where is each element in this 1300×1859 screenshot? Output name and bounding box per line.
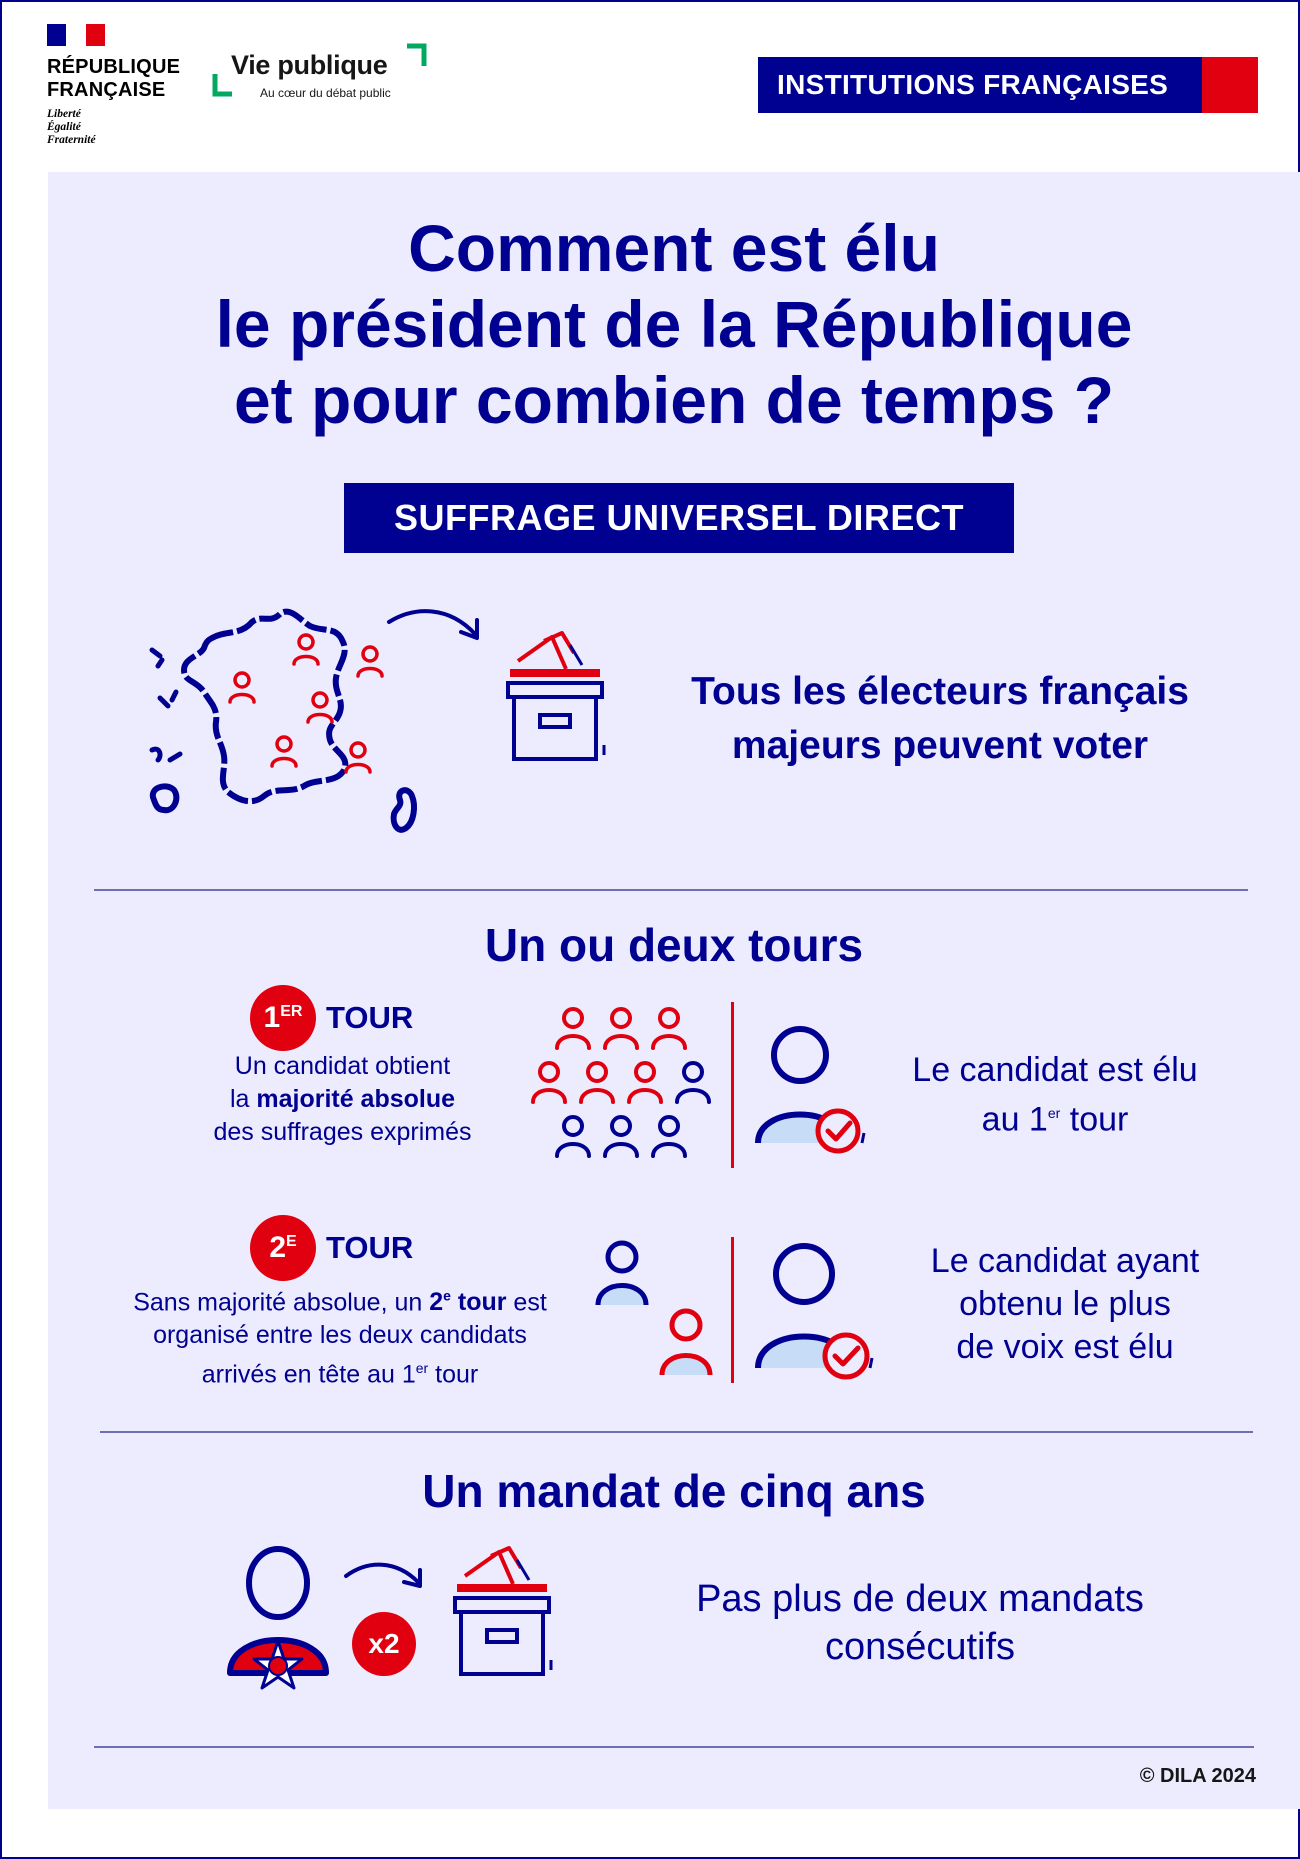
person-check-icon-2: [755, 1243, 874, 1380]
divider-1: [94, 889, 1248, 891]
first-tour-heading: 1 ER TOUR: [250, 985, 413, 1051]
vie-publique-logo: Vie publique Au cœur du débat public: [212, 43, 432, 104]
vp-tagline: Au cœur du débat public: [260, 86, 391, 100]
second-tour-separator: [731, 1237, 734, 1383]
republique-francaise-logo: RÉPUBLIQUE FRANÇAISE Liberté Égalité Fra…: [47, 24, 187, 147]
copyright: © DILA 2024: [1139, 1765, 1256, 1787]
voters-line2: majeurs peuvent voter: [731, 724, 1149, 767]
ballot-box-icon-2: [453, 1546, 553, 1676]
suffrage-banner: SUFFRAGE UNIVERSEL DIRECT: [344, 483, 1014, 553]
mandat-section-title: Un mandat de cinq ans: [422, 1465, 926, 1517]
rf-motto: Liberté Égalité Fraternité: [47, 108, 187, 147]
rf-name: RÉPUBLIQUE FRANÇAISE: [47, 56, 187, 102]
rf-motto-2: Égalité: [47, 121, 81, 133]
arrow-icon: [387, 609, 479, 640]
voters-text: Tous les électeurs français majeurs peuv…: [640, 665, 1240, 773]
second-tour-result: Le candidat ayant obtenu le plus de voix…: [930, 1242, 1200, 1366]
tours-section-title: Un ou deux tours: [484, 919, 864, 971]
french-flag-icon: [47, 24, 105, 46]
rf-motto-3: Fraternité: [47, 134, 96, 146]
mandats-text: Pas plus de deux mandats consécutifs: [696, 1578, 1144, 1668]
voters-crowd-icon: [531, 1007, 711, 1158]
arrow-icon-2: [344, 1562, 422, 1588]
divider-3: [94, 1746, 1254, 1748]
first-tour-label: TOUR: [326, 1000, 414, 1035]
category-banner-red-block: [1202, 57, 1258, 113]
rf-motto-1: Liberté: [47, 108, 81, 120]
multiplier-badge: x2: [352, 1612, 416, 1676]
vp-name: Vie publique: [231, 50, 388, 80]
france-map-icon: [149, 608, 417, 833]
first-tour-separator: [731, 1002, 734, 1168]
divider-2: [100, 1431, 1253, 1433]
title-line1: Comment est élu: [408, 211, 940, 285]
category-banner: INSTITUTIONS FRANÇAISES: [758, 57, 1258, 113]
page-title: Comment est élu le président de la Répub…: [48, 210, 1300, 438]
content-panel: [48, 172, 1300, 1809]
second-tour-description: Sans majorité absolue, un 2e tour est or…: [133, 1288, 547, 1389]
rf-name-line2: FRANÇAISE: [47, 79, 166, 101]
category-label: INSTITUTIONS FRANÇAISES: [777, 69, 1169, 100]
two-candidates-icon: [595, 1240, 713, 1376]
voters-line1: Tous les électeurs français: [691, 670, 1189, 713]
first-tour-description: Un candidat obtient la majorité absolue …: [213, 1052, 472, 1146]
vie-publique-bracket-icon: [212, 43, 427, 97]
first-tour-result: Le candidat est élu au 1er tour: [912, 1051, 1198, 1139]
first-tour-badge: 1 ER: [250, 985, 316, 1051]
second-tour-label: TOUR: [326, 1230, 414, 1265]
title-line3: et pour combien de temps ?: [233, 363, 1115, 437]
person-check-icon: [755, 1026, 866, 1154]
rf-name-line1: RÉPUBLIQUE: [47, 56, 181, 78]
ballot-box-icon: [506, 631, 606, 761]
title-line2: le président de la République: [215, 287, 1133, 361]
president-medal-icon: [227, 1546, 329, 1690]
